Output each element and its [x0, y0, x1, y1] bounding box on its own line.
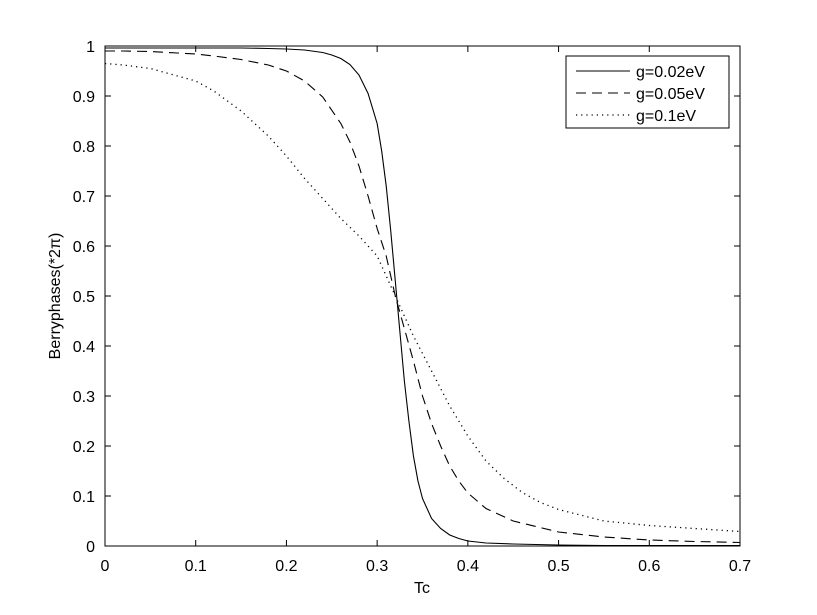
- y-tick-label: 0.8: [73, 139, 95, 156]
- x-tick-label: 0.7: [729, 558, 751, 575]
- legend: g=0.02eV g=0.05eV g=0.1eV: [565, 55, 730, 129]
- y-tick-label: 0.3: [73, 389, 95, 406]
- y-tick-label: 1: [86, 39, 95, 56]
- series-line-3: [104, 62, 741, 533]
- y-tick-label: 0.1: [73, 489, 95, 506]
- x-axis-label: Tc: [414, 580, 430, 597]
- x-tick-label: 0.1: [185, 558, 207, 575]
- x-axis: 0 0.1 0.2 0.3 0.4 0.5 0.6 0.7: [101, 46, 751, 575]
- legend-label-1: g=0.02eV: [636, 64, 705, 81]
- x-tick-label: 0.4: [457, 558, 479, 575]
- y-axis-label: Berryphases(*2π): [47, 233, 64, 360]
- y-axis: 0 0.1 0.2 0.3 0.4 0.5 0.6 0.7 0.8 0.9 1: [73, 39, 740, 556]
- x-tick-label: 0.3: [366, 558, 388, 575]
- legend-box: [565, 55, 730, 129]
- y-tick-label: 0.7: [73, 189, 95, 206]
- series-line-1: [105, 47, 740, 547]
- y-tick-label: 0: [86, 539, 95, 556]
- series-line-2: [105, 50, 741, 544]
- plot-lines: [104, 47, 741, 547]
- x-tick-label: 0: [101, 558, 110, 575]
- x-tick-label: 0.2: [275, 558, 297, 575]
- legend-label-2: g=0.05eV: [636, 86, 705, 103]
- y-tick-label: 0.2: [73, 439, 95, 456]
- y-tick-label: 0.4: [73, 339, 95, 356]
- y-tick-label: 0.6: [73, 239, 95, 256]
- x-tick-label: 0.6: [638, 558, 660, 575]
- legend-label-3: g=0.1eV: [636, 108, 696, 125]
- y-tick-label: 0.9: [73, 89, 95, 106]
- y-tick-label: 0.5: [73, 289, 95, 306]
- x-tick-label: 0.5: [547, 558, 569, 575]
